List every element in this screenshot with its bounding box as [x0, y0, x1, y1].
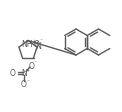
Text: +: + — [31, 39, 36, 44]
Text: NH: NH — [21, 39, 33, 48]
Text: N: N — [35, 42, 41, 51]
Text: O: O — [34, 39, 40, 48]
Text: H: H — [34, 40, 39, 46]
Text: ⁻: ⁻ — [26, 80, 30, 85]
Text: +: + — [25, 68, 30, 73]
Text: O: O — [10, 69, 16, 78]
Text: ⁻: ⁻ — [39, 39, 43, 44]
Text: ⁻: ⁻ — [34, 61, 37, 66]
Text: N: N — [21, 69, 27, 78]
Text: O: O — [29, 61, 34, 70]
Text: O: O — [21, 80, 27, 89]
